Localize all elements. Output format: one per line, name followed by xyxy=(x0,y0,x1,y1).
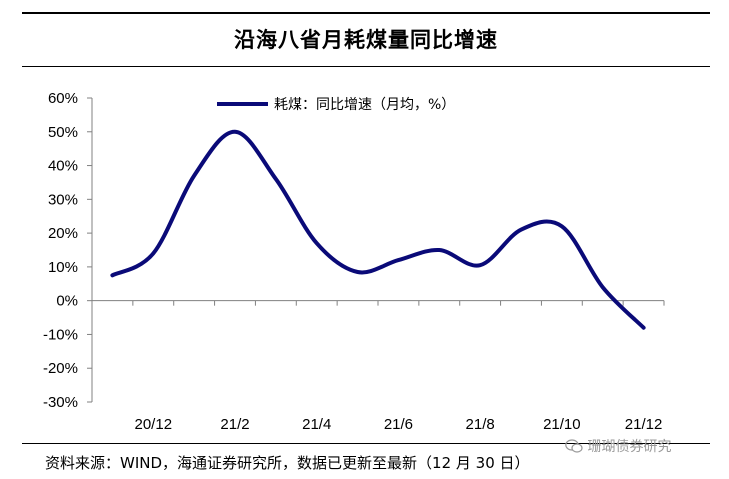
title-top-rule xyxy=(22,12,710,14)
y-axis: 60% 50% 40% 30% 20% 10% 0% -10% -20% -30% xyxy=(43,90,93,411)
x-axis: 20/12 21/2 21/4 21/6 21/8 21/10 21/12 xyxy=(92,300,665,433)
y-tick-label: 10% xyxy=(48,259,78,276)
series-layer xyxy=(110,129,646,330)
y-tick-label: 40% xyxy=(48,158,78,175)
x-tick-label: 21/2 xyxy=(220,416,249,433)
x-tick-label: 20/12 xyxy=(135,416,173,433)
y-tick-label: 30% xyxy=(48,191,78,208)
watermark: 珊瑚债券研究 xyxy=(565,436,671,456)
y-tick-label: 20% xyxy=(48,225,78,242)
y-tick-label: -20% xyxy=(43,360,78,377)
x-tick-label: 21/4 xyxy=(302,416,331,433)
x-tick-label: 21/6 xyxy=(384,416,413,433)
source-rule xyxy=(22,443,710,444)
x-tick-label: 21/8 xyxy=(466,416,495,433)
y-tick-label: -10% xyxy=(43,326,78,343)
y-tick-label: 60% xyxy=(48,90,78,107)
legend-label: 耗煤：同比增速（月均，%） xyxy=(274,97,455,113)
watermark-text: 珊瑚债券研究 xyxy=(587,439,672,455)
y-tick-label: -30% xyxy=(43,394,78,411)
chart-title: 沿海八省月耗煤量同比增速 xyxy=(234,27,498,52)
source-note: 资料来源：WIND，海通证券研究所，数据已更新至最新（12 月 30 日） xyxy=(45,454,530,472)
wechat-icon xyxy=(565,439,583,453)
legend: 耗煤：同比增速（月均，%） xyxy=(217,97,455,113)
y-tick-label: 50% xyxy=(48,124,78,141)
title-bottom-rule xyxy=(22,66,710,67)
y-tick-label: 0% xyxy=(56,293,78,310)
x-tick-label: 21/10 xyxy=(543,416,581,433)
x-tick-label: 21/12 xyxy=(625,416,663,433)
series-line xyxy=(110,129,646,330)
